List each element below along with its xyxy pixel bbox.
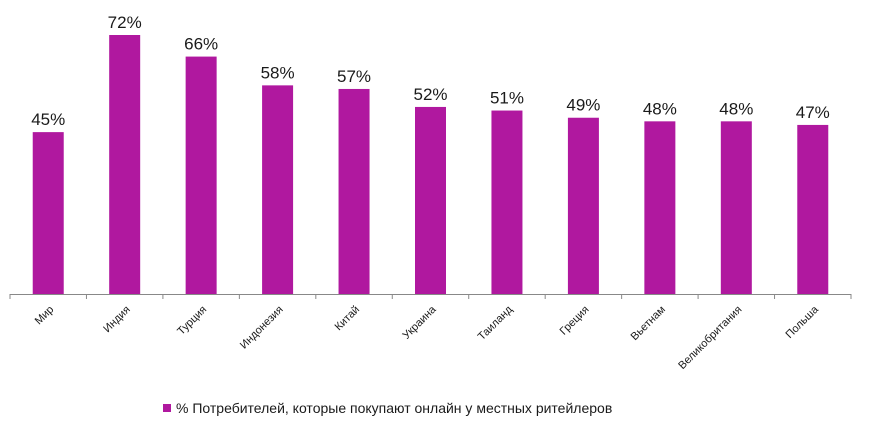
x-axis-tick-label: Мир: [33, 304, 57, 328]
bar: [109, 35, 141, 294]
x-axis-tick-label: Украина: [401, 303, 440, 342]
x-axis-tick-labels-group: Мир Индия Турция Индонезия Китай Украина Таила…: [33, 303, 822, 372]
value-label: 47%: [796, 103, 830, 122]
x-axis-ticks-group: [9, 294, 852, 299]
bar: [644, 121, 676, 294]
x-axis-tick-label: Индия: [101, 304, 132, 335]
x-axis-tick-label: Таиланд: [476, 303, 516, 343]
bar: [262, 85, 294, 294]
legend-label: % Потребителей, которые покупают онлайн …: [176, 400, 613, 416]
value-label: 48%: [643, 99, 677, 118]
value-label: 66%: [184, 35, 218, 54]
value-labels-group: 45% 72% 66% 58% 57% 52% 51% 49% 48% 48% 47%: [31, 13, 830, 129]
bar: [415, 106, 446, 294]
bar: [720, 121, 752, 294]
x-axis-tick-label: Польша: [784, 303, 822, 341]
legend-swatch: [163, 404, 171, 412]
legend: % Потребителей, которые покупают онлайн …: [163, 400, 612, 416]
value-label: 51%: [490, 89, 524, 108]
value-label: 72%: [108, 13, 142, 32]
bar: [797, 124, 829, 294]
bar: [491, 110, 523, 295]
value-label: 57%: [337, 67, 371, 86]
bar: [32, 132, 64, 294]
x-axis-tick-label: Китай: [333, 304, 363, 334]
x-axis-tick-label: Вьетнам: [629, 304, 668, 343]
value-label: 49%: [566, 96, 600, 115]
x-axis-tick-label: Турция: [175, 304, 209, 338]
x-axis-tick-label: Великобритания: [676, 304, 744, 372]
x-axis-tick-label: Индонезия: [238, 304, 286, 352]
bar: [338, 88, 370, 294]
bar: [567, 117, 599, 294]
value-label: 52%: [413, 85, 447, 104]
bars-group: [32, 35, 829, 295]
bar: [185, 56, 217, 295]
x-axis-tick-label: Греция: [558, 304, 592, 338]
value-label: 48%: [719, 99, 753, 118]
value-label: 58%: [261, 63, 295, 82]
value-label: 45%: [31, 110, 65, 129]
